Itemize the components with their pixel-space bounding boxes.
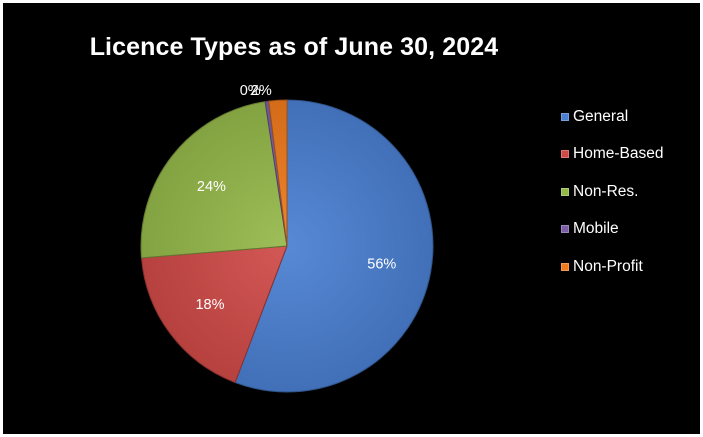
pie-slice-home-based (140, 245, 288, 384)
legend-item: Non-Res. (561, 178, 663, 205)
data-label: 56% (367, 256, 396, 272)
legend-swatch (561, 225, 569, 233)
legend-item: Non-Profit (561, 253, 663, 280)
pie-data-labels: 56% 18% 24% 0%2% (195, 83, 396, 313)
pie-slice-non-profit (268, 99, 288, 247)
legend-item: Home-Based (561, 141, 663, 168)
pie-chart: 56% 18% 24% 0%2% (140, 83, 434, 393)
legend-swatch (561, 112, 569, 121)
legend-label: Mobile (573, 220, 619, 237)
data-label: 2% (251, 83, 272, 99)
data-label: 0% (240, 83, 261, 99)
legend-swatch (561, 187, 569, 196)
legend-item: Mobile (561, 216, 663, 243)
legend-swatch (561, 150, 569, 158)
pie-slice-non-res (140, 101, 288, 259)
legend-item: General (561, 103, 663, 130)
pie-slice-general (234, 99, 434, 393)
legend-label: General (573, 107, 629, 125)
chart-area: Licence Types as of June 30, 2024 56% 18%… (3, 3, 700, 434)
pie-slices (140, 99, 434, 393)
data-label: 24% (197, 179, 226, 195)
data-label: 18% (195, 297, 224, 313)
chart-legend: General Home-Based Non-Res. Mobile Non-Profi… (561, 103, 663, 291)
legend-label: Home-Based (573, 145, 664, 162)
chart-title: Licence Types as of June 30, 2024 (89, 33, 499, 61)
legend-label: Non-Res. (573, 182, 639, 200)
legend-label: Non-Profit (573, 257, 643, 275)
legend-swatch (561, 262, 569, 271)
